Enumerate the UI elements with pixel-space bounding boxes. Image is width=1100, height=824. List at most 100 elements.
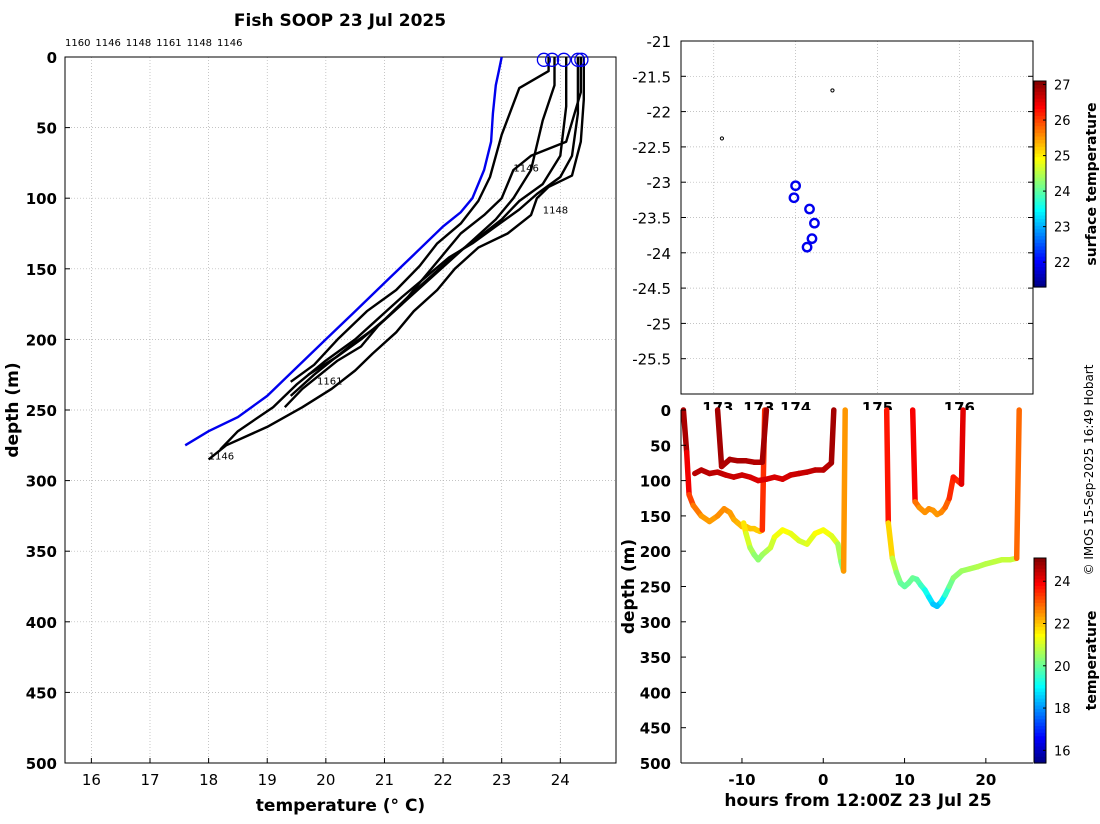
figure-title: Fish SOOP 23 Jul 2025 — [234, 11, 446, 31]
profile-series-line — [289, 57, 550, 383]
map-colorbar-band — [1034, 105, 1046, 110]
section-xtick-label: 0 — [818, 771, 828, 789]
profile-ytick-label: 400 — [26, 614, 57, 632]
map-colorbar-band — [1034, 190, 1046, 195]
section-background — [681, 410, 1033, 763]
section-colorbar-band — [1034, 677, 1046, 682]
section-colorbar-band — [1034, 619, 1046, 624]
section-colorbar-band — [1034, 752, 1046, 757]
section-ylabel: depth (m) — [619, 539, 639, 634]
section-colorbar-band — [1034, 646, 1046, 651]
section-colorbar-band — [1034, 653, 1046, 658]
map-colorbar-band — [1034, 98, 1046, 103]
map-colorbar-band — [1034, 269, 1046, 274]
section-colorbar-band — [1034, 708, 1046, 713]
map-colorbar-band — [1034, 238, 1046, 243]
map-ytick-label: -22 — [647, 104, 672, 122]
map-colorbar-band — [1034, 94, 1046, 99]
section-colorbar-tick-label: 22 — [1054, 618, 1071, 633]
map-colorbar-band — [1034, 173, 1046, 178]
profile-annotation: 1161 — [317, 377, 342, 388]
section-ytick-label: 100 — [640, 473, 671, 491]
profile-xtick-label: 16 — [82, 771, 101, 789]
map-colorbar-band — [1034, 166, 1046, 171]
section-colorbar-band — [1034, 728, 1046, 733]
section-colorbar-band — [1034, 681, 1046, 686]
profile-ylabel: depth (m) — [3, 362, 23, 457]
map-station-marker — [788, 192, 800, 204]
section-trace-segment — [840, 407, 848, 574]
section-colorbar-band — [1034, 667, 1046, 672]
profile-series-line — [283, 57, 556, 409]
map-colorbar-band — [1034, 125, 1046, 130]
profile-xtick-label: 18 — [199, 771, 218, 789]
profile-ytick-label: 450 — [26, 684, 57, 702]
map-colorbar-tick-label: 26 — [1054, 114, 1071, 129]
section-trace-segment — [759, 407, 770, 465]
section-colorbar-band — [1034, 633, 1046, 638]
profile-ytick-label: 0 — [47, 49, 57, 67]
profile-ytick-label: 50 — [36, 120, 57, 138]
map-colorbar-band — [1034, 146, 1046, 151]
profile-xtick-label: 22 — [434, 771, 453, 789]
map-colorbar-band — [1034, 276, 1046, 281]
section-colorbar-band — [1034, 715, 1046, 720]
map-colorbar-band — [1034, 132, 1046, 137]
profile-ytick-label: 250 — [26, 402, 57, 420]
section-ytick-label: 400 — [640, 684, 671, 702]
map-station-marker — [804, 203, 815, 215]
profile-series-line — [307, 57, 568, 376]
map-colorbar-band — [1034, 273, 1046, 278]
profile-plot-frame — [64, 56, 617, 764]
section-colorbar-band — [1034, 636, 1046, 641]
map-colorbar-band — [1034, 252, 1046, 257]
map-colorbar-band — [1034, 159, 1046, 164]
profile-annotation: 1146 — [209, 451, 234, 462]
section-colorbar-band — [1034, 561, 1046, 566]
section-trace-segment — [958, 407, 966, 487]
section-colorbar-band — [1034, 568, 1046, 573]
section-colorbar-band — [1034, 756, 1046, 761]
section-colorbar-tick-label: 16 — [1054, 744, 1071, 759]
profile-series-line — [289, 57, 582, 397]
map-colorbar-band — [1034, 194, 1046, 199]
map-colorbar-band — [1034, 218, 1046, 223]
section-colorbar-band — [1034, 626, 1046, 631]
section-colorbar-band — [1034, 605, 1046, 610]
map-colorbar-band — [1034, 235, 1046, 240]
section-colorbar-band — [1034, 602, 1046, 607]
profile-xlabel: temperature (° C) — [256, 796, 425, 816]
section-colorbar-band — [1034, 616, 1046, 621]
map-colorbar-band — [1034, 262, 1046, 267]
section-colorbar-label: temperature — [1084, 611, 1100, 711]
profile-ytick-label: 500 — [26, 755, 57, 773]
section-colorbar-band — [1034, 745, 1046, 750]
section-trace-segment — [714, 407, 725, 470]
credit-text: © IMOS 15-Sep-2025 16:49 Hobart — [1082, 364, 1096, 575]
profile-annotation: 1146 — [513, 163, 538, 174]
section-trace-segment — [885, 520, 896, 562]
map-station-marker — [806, 233, 818, 245]
map-colorbar-band — [1034, 187, 1046, 192]
map-colorbar-band — [1034, 163, 1046, 168]
section-colorbar-band — [1034, 595, 1046, 600]
section-colorbar-band — [1034, 739, 1046, 744]
section-trace-segment — [835, 541, 844, 565]
map-colorbar-band — [1034, 266, 1046, 271]
section-colorbar-band — [1034, 722, 1046, 727]
section-colorbar-band — [1034, 670, 1046, 675]
map-colorbar-band — [1034, 201, 1046, 206]
profile-ytick-label: 100 — [26, 190, 57, 208]
profile-xtick-label: 23 — [492, 771, 511, 789]
section-trace-segment — [1013, 407, 1022, 562]
mean-profile-line — [184, 56, 503, 447]
map-colorbar-band — [1034, 280, 1046, 285]
section-ytick-label: 150 — [640, 508, 671, 526]
section-xlabel: hours from 12:00Z 23 Jul 25 — [724, 791, 991, 811]
map-ytick-label: -25 — [647, 315, 672, 333]
map-colorbar-band — [1034, 115, 1046, 120]
map-colorbar-band — [1034, 135, 1046, 140]
map-colorbar-band — [1034, 111, 1046, 116]
section-colorbar-band — [1034, 612, 1046, 617]
profile-top-label: 1160 — [65, 38, 90, 49]
